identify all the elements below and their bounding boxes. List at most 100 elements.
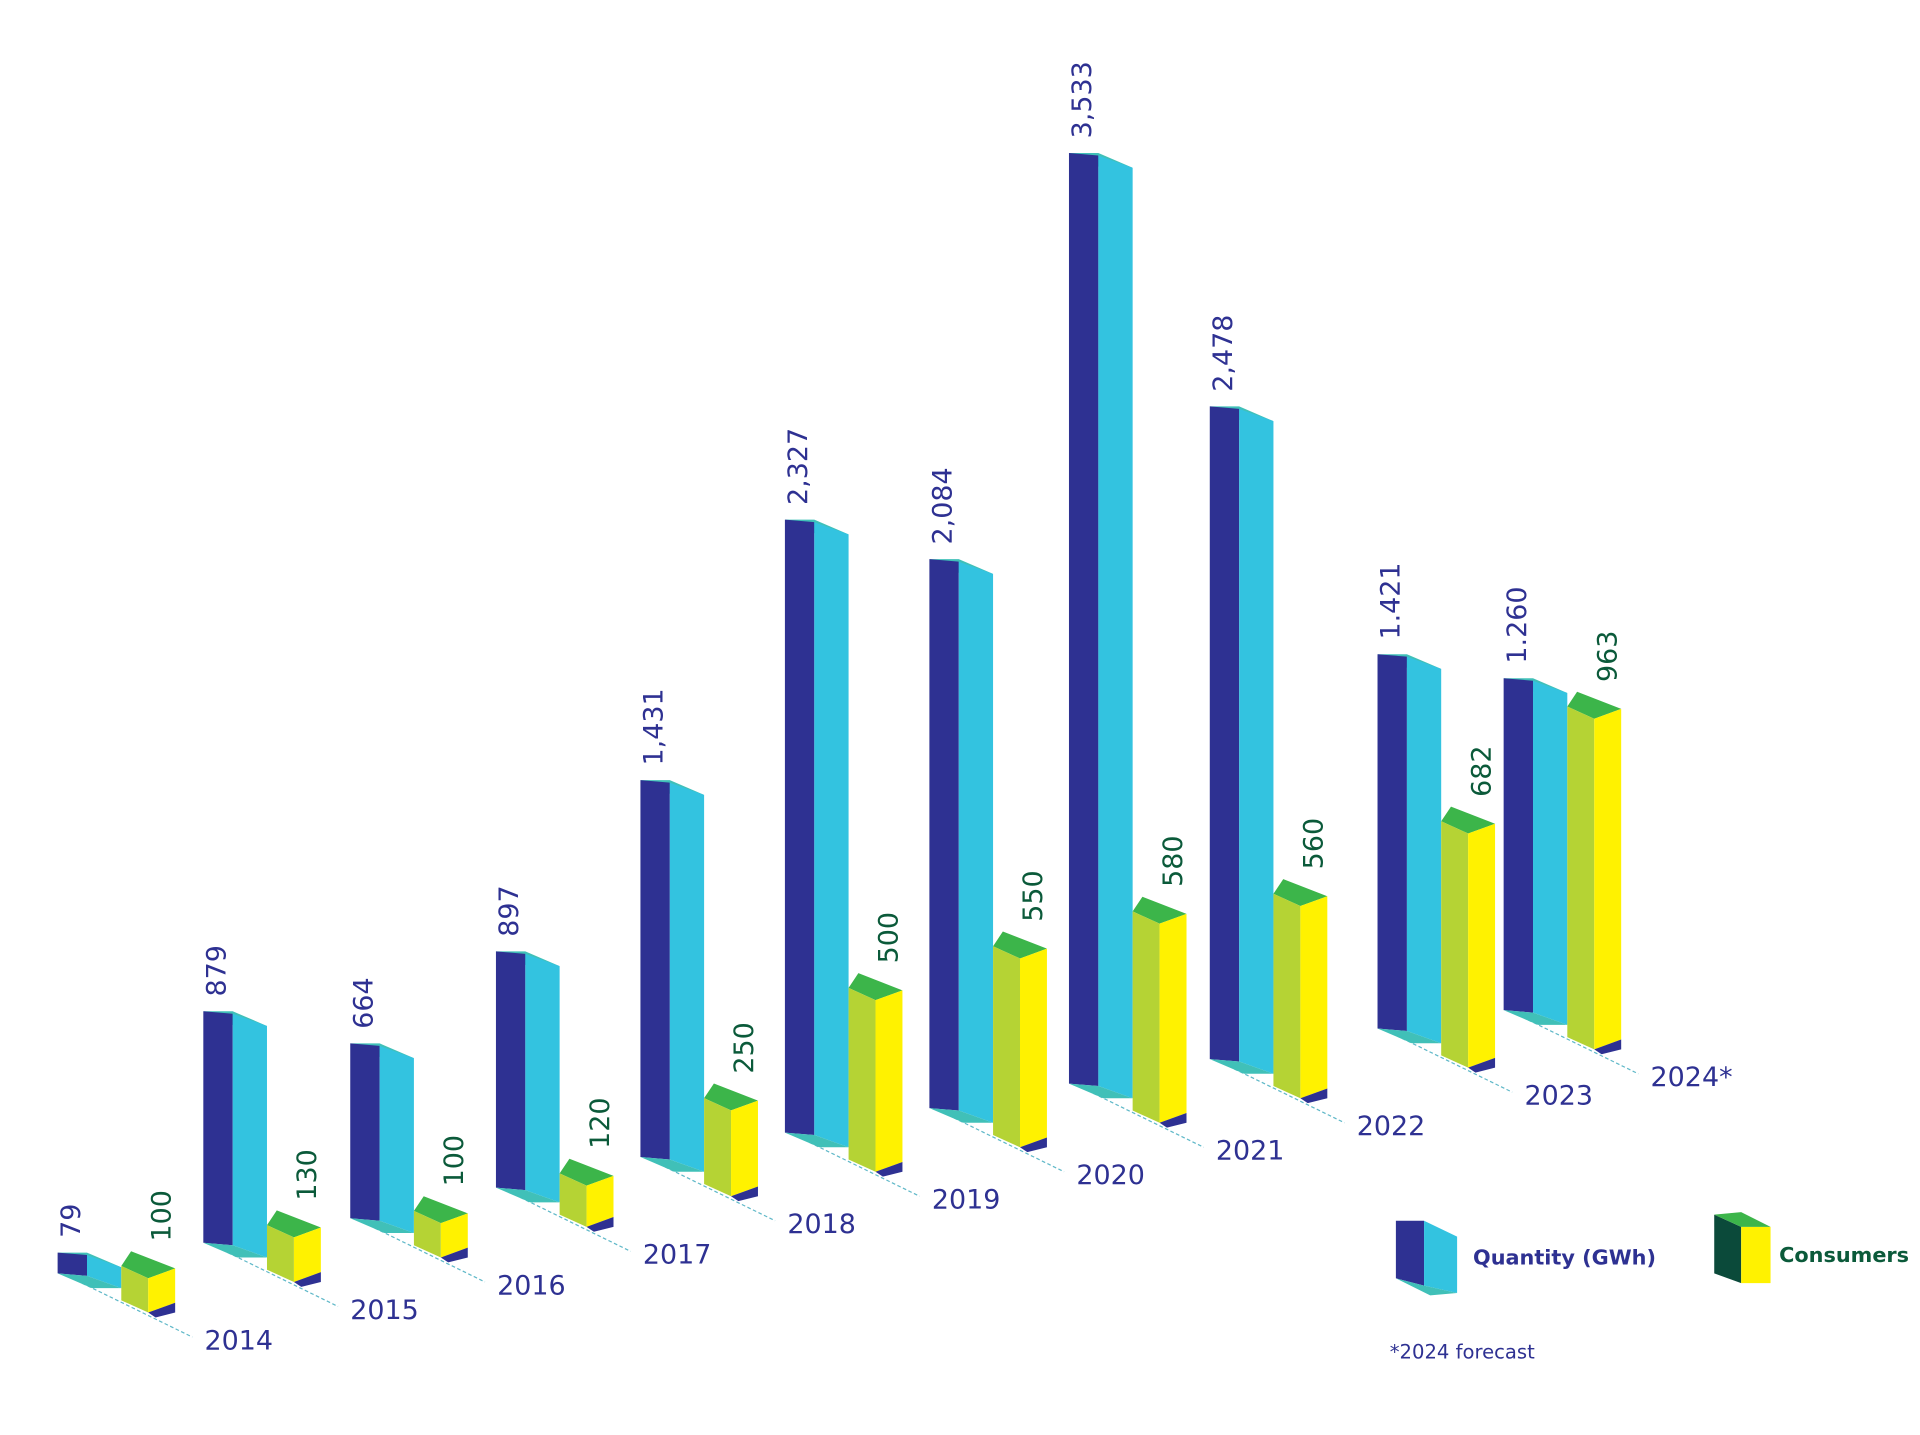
bar-base [1468,1057,1496,1073]
bar-base [1503,1010,1568,1025]
value-label: 879 [202,945,233,996]
x-tick-label: 2019 [932,1185,1001,1216]
leader-line [1233,1068,1345,1124]
x-tick-label: 2017 [643,1240,712,1271]
bar-base [1068,1083,1133,1099]
x-tick-label: 2015 [350,1295,419,1326]
bar [1209,406,1240,1062]
bar-base [1159,1112,1187,1128]
leader-line [227,1252,339,1307]
value-label: 1,431 [639,688,670,765]
bar-base [640,1157,705,1172]
bar-top [704,1083,758,1111]
leader-line [520,1196,631,1252]
bar-side [1273,893,1301,1099]
bar-base [1377,1028,1442,1044]
leader-line [953,1117,1065,1173]
bar-side [848,987,876,1172]
leader-line [374,1227,486,1283]
bar-top [121,1251,176,1279]
value-label: 682 [1466,745,1497,796]
bar-side [266,1225,294,1282]
bar-top [1441,806,1496,834]
bar-side [1406,656,1442,1044]
bar-base [731,1186,758,1202]
bar-side [958,561,994,1123]
leader-line [664,1166,776,1222]
bar-side [121,1265,149,1313]
legend: Quantity (GWh) Consumers [1395,1212,1909,1296]
bar-top [1132,896,1187,924]
legend-swatch [1714,1212,1771,1227]
x-tick-label: 2014 [205,1325,274,1356]
bar-side [993,946,1020,1148]
x-tick-label: 2016 [497,1270,566,1301]
bar [148,1268,176,1313]
bar-base [586,1217,614,1232]
bar [731,1100,758,1197]
bar [1019,948,1047,1148]
bar-top [1567,691,1622,719]
bar-top [1273,879,1328,907]
bar-side [1567,706,1595,1050]
bar-base [440,1247,468,1263]
bar [1159,913,1187,1123]
bar-base [784,1132,849,1148]
bar-top [848,973,903,1001]
leader-line [1527,1019,1639,1075]
legend-label: Quantity (GWh) [1473,1246,1656,1270]
bar-base [350,1218,414,1233]
bar [929,559,959,1111]
bar [57,1252,88,1276]
bar-side [669,782,705,1172]
value-label: 664 [348,977,379,1028]
bar-side [87,1255,122,1289]
legend-swatch [1424,1220,1458,1293]
bar-side [1441,821,1469,1068]
bar [1594,708,1622,1050]
bar-base [929,1108,994,1123]
legend-swatch [1395,1278,1458,1296]
leader-line [809,1141,920,1197]
bar-side [232,1013,267,1258]
value-label: 100 [439,1135,470,1186]
bar-side [379,1045,414,1233]
bar [1377,654,1407,1031]
x-tick-label: 2018 [787,1209,856,1240]
bar-side [1533,680,1568,1025]
value-label: 100 [146,1190,177,1241]
bar-base [57,1273,122,1289]
value-label: 1.421 [1376,562,1407,639]
bar-base [293,1272,321,1287]
bar-base [148,1302,176,1318]
value-label: 897 [494,885,525,936]
bar-side [559,1173,587,1227]
bar-base [495,1187,560,1203]
bar [1503,678,1534,1013]
bar-side [814,522,849,1148]
value-label: 2,478 [1208,315,1239,392]
bar-top [559,1158,614,1186]
bar [875,990,903,1172]
value-label: 120 [585,1098,616,1149]
value-label: 550 [1018,870,1049,921]
bar-side [525,953,560,1203]
bar-base [1300,1088,1328,1104]
bar-top [413,1196,468,1224]
bar [640,780,670,1160]
value-label: 1.260 [1502,586,1533,663]
bar-top [266,1210,321,1238]
value-label: 2,327 [783,428,814,505]
value-label: 500 [874,912,905,963]
leader-line [1401,1037,1513,1093]
bar [586,1175,614,1227]
bar-top [993,931,1047,959]
x-tick-label: 2021 [1216,1136,1285,1167]
leader-line [81,1282,193,1338]
value-label: 560 [1299,818,1330,869]
legend-swatch [1741,1226,1771,1284]
bar-base [875,1161,903,1177]
bar-side [1098,155,1133,1099]
legend-swatch [1714,1214,1742,1284]
